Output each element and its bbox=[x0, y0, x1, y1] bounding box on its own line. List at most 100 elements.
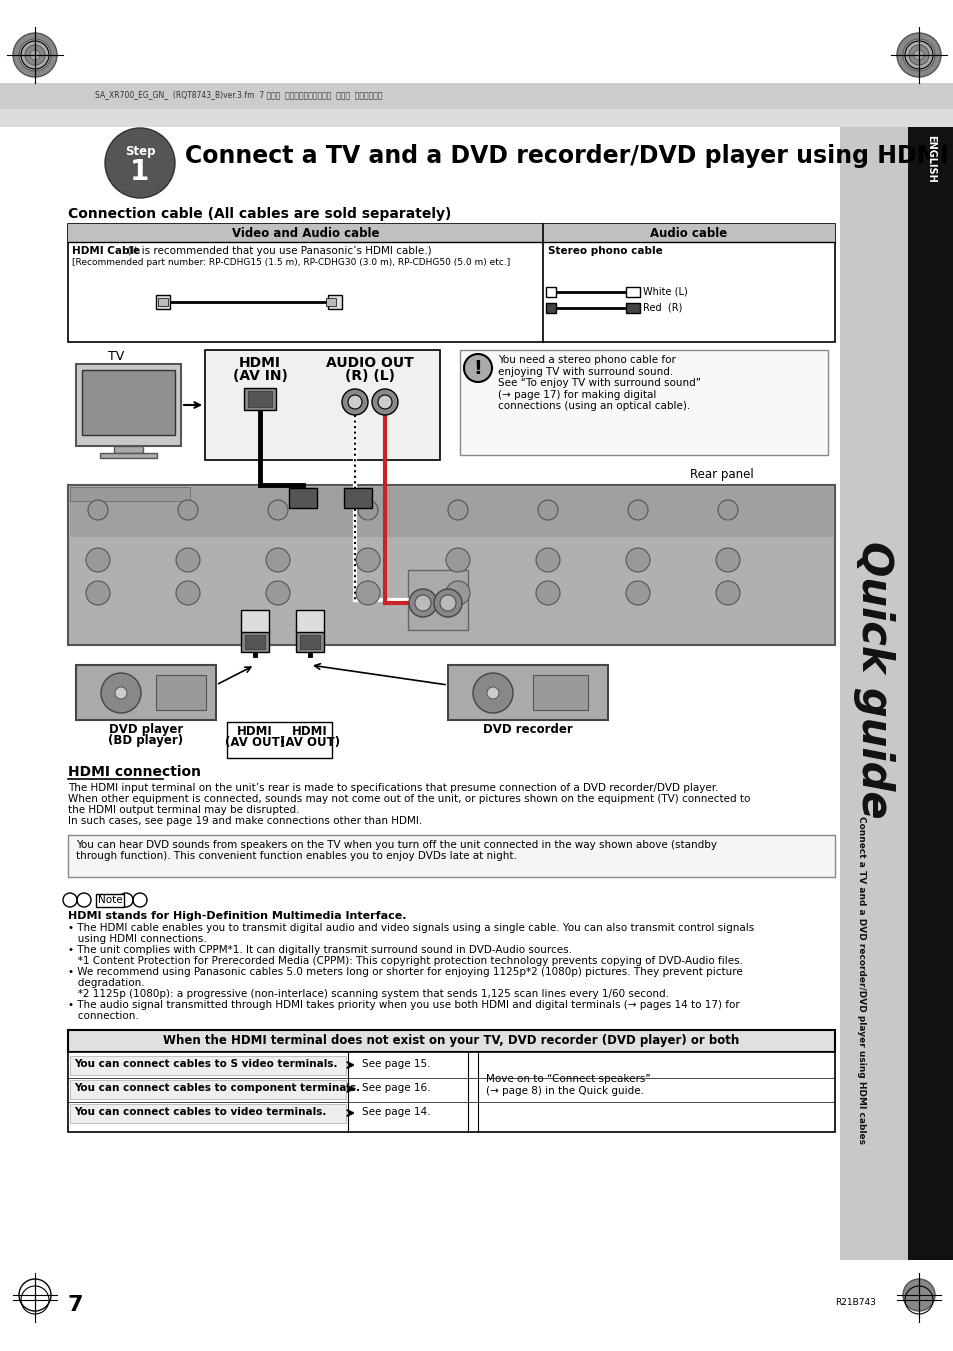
Bar bbox=[76, 665, 215, 720]
Circle shape bbox=[446, 549, 470, 571]
Circle shape bbox=[473, 673, 513, 713]
Circle shape bbox=[88, 500, 108, 520]
Text: DVD recorder: DVD recorder bbox=[482, 723, 572, 736]
Bar bbox=[840, 127, 907, 1260]
Circle shape bbox=[913, 50, 923, 59]
Circle shape bbox=[19, 39, 51, 72]
Bar bbox=[70, 1056, 346, 1075]
Bar bbox=[241, 611, 269, 632]
Text: HDMI Cable: HDMI Cable bbox=[71, 246, 140, 255]
Text: See page 14.: See page 14. bbox=[361, 1106, 430, 1117]
Bar bbox=[68, 224, 542, 242]
Bar bbox=[344, 488, 372, 508]
Bar bbox=[545, 286, 556, 297]
Circle shape bbox=[434, 589, 461, 617]
Circle shape bbox=[716, 581, 740, 605]
Bar bbox=[299, 635, 319, 648]
Text: (BD player): (BD player) bbox=[109, 734, 183, 747]
Text: (It is recommended that you use Panasonic’s HDMI cable.): (It is recommended that you use Panasoni… bbox=[124, 246, 431, 255]
Bar bbox=[625, 303, 639, 313]
Circle shape bbox=[446, 581, 470, 605]
Bar bbox=[542, 224, 834, 242]
Bar bbox=[68, 485, 834, 644]
Text: In such cases, see page 19 and make connections other than HDMI.: In such cases, see page 19 and make conn… bbox=[68, 816, 422, 825]
Circle shape bbox=[536, 581, 559, 605]
Text: 1: 1 bbox=[131, 158, 150, 186]
Text: Video and Audio cable: Video and Audio cable bbox=[232, 227, 379, 240]
Bar bbox=[625, 286, 639, 297]
Circle shape bbox=[266, 581, 290, 605]
Circle shape bbox=[268, 500, 288, 520]
Text: • We recommend using Panasonic cables 5.0 meters long or shorter for enjoying 11: • We recommend using Panasonic cables 5.… bbox=[68, 967, 742, 977]
Bar bbox=[295, 630, 324, 653]
Bar bbox=[70, 486, 190, 501]
Circle shape bbox=[486, 688, 498, 698]
Bar bbox=[295, 611, 324, 632]
Bar bbox=[205, 350, 439, 459]
Circle shape bbox=[448, 500, 468, 520]
Circle shape bbox=[896, 32, 940, 77]
Text: Red  (R): Red (R) bbox=[642, 303, 681, 313]
Text: Step: Step bbox=[125, 145, 155, 158]
Bar bbox=[0, 82, 953, 109]
Bar bbox=[68, 1052, 834, 1132]
Circle shape bbox=[716, 549, 740, 571]
Circle shape bbox=[902, 1279, 934, 1310]
Bar bbox=[326, 299, 335, 305]
Text: You can connect cables to component terminals.: You can connect cables to component term… bbox=[74, 1084, 359, 1093]
Text: (AV IN): (AV IN) bbox=[233, 369, 287, 382]
Circle shape bbox=[355, 549, 379, 571]
Text: (AV OUT): (AV OUT) bbox=[279, 736, 339, 748]
Circle shape bbox=[175, 549, 200, 571]
Circle shape bbox=[348, 394, 361, 409]
Bar bbox=[244, 388, 275, 409]
Bar bbox=[100, 453, 157, 458]
Bar bbox=[408, 570, 468, 630]
Circle shape bbox=[463, 354, 492, 382]
Circle shape bbox=[409, 589, 436, 617]
Bar bbox=[328, 295, 341, 309]
Text: White (L): White (L) bbox=[642, 286, 687, 297]
Text: Quick guide: Quick guide bbox=[852, 542, 894, 819]
Text: HDMI: HDMI bbox=[292, 725, 328, 738]
Text: ENGLISH: ENGLISH bbox=[925, 135, 935, 182]
Text: HDMI: HDMI bbox=[237, 725, 273, 738]
Circle shape bbox=[718, 500, 738, 520]
Text: DVD player: DVD player bbox=[109, 723, 183, 736]
Text: !: ! bbox=[473, 359, 482, 378]
Text: HDMI: HDMI bbox=[239, 357, 281, 370]
Text: using HDMI connections.: using HDMI connections. bbox=[68, 934, 207, 944]
Text: When the HDMI terminal does not exist on your TV, DVD recorder (DVD player) or b: When the HDMI terminal does not exist on… bbox=[163, 1034, 739, 1047]
Bar bbox=[156, 295, 170, 309]
Text: When other equipment is connected, sounds may not come out of the unit, or pictu: When other equipment is connected, sound… bbox=[68, 794, 750, 804]
Circle shape bbox=[415, 594, 431, 611]
Bar bbox=[68, 224, 834, 342]
Bar bbox=[448, 665, 607, 720]
Circle shape bbox=[101, 673, 141, 713]
Bar bbox=[158, 299, 168, 305]
Circle shape bbox=[13, 32, 57, 77]
Circle shape bbox=[625, 581, 649, 605]
Text: You can connect cables to video terminals.: You can connect cables to video terminal… bbox=[74, 1106, 326, 1117]
Text: R21B743: R21B743 bbox=[834, 1298, 875, 1306]
Bar bbox=[241, 630, 269, 653]
Circle shape bbox=[355, 581, 379, 605]
Circle shape bbox=[178, 500, 198, 520]
Bar bbox=[76, 363, 181, 446]
Circle shape bbox=[105, 128, 174, 199]
Text: • The HDMI cable enables you to transmit digital audio and video signals using a: • The HDMI cable enables you to transmit… bbox=[68, 923, 754, 934]
Text: (R) (L): (R) (L) bbox=[345, 369, 395, 382]
Text: HDMI stands for High-Definition Multimedia Interface.: HDMI stands for High-Definition Multimed… bbox=[68, 911, 406, 921]
Text: • The unit complies with CPPM*1. It can digitally transmit surround sound in DVD: • The unit complies with CPPM*1. It can … bbox=[68, 944, 572, 955]
Bar bbox=[245, 635, 265, 648]
Bar bbox=[70, 486, 832, 536]
Text: [Recommended part number: RP-CDHG15 (1.5 m), RP-CDHG30 (3.0 m), RP-CDHG50 (5.0 m: [Recommended part number: RP-CDHG15 (1.5… bbox=[71, 258, 510, 267]
Circle shape bbox=[625, 549, 649, 571]
Bar bbox=[70, 1104, 346, 1123]
Text: You can connect cables to S video terminals.: You can connect cables to S video termin… bbox=[74, 1059, 337, 1069]
Text: TV: TV bbox=[108, 350, 124, 363]
Circle shape bbox=[537, 500, 558, 520]
Bar bbox=[156, 676, 206, 711]
Text: See page 15.: See page 15. bbox=[361, 1059, 430, 1069]
Bar bbox=[459, 350, 827, 455]
